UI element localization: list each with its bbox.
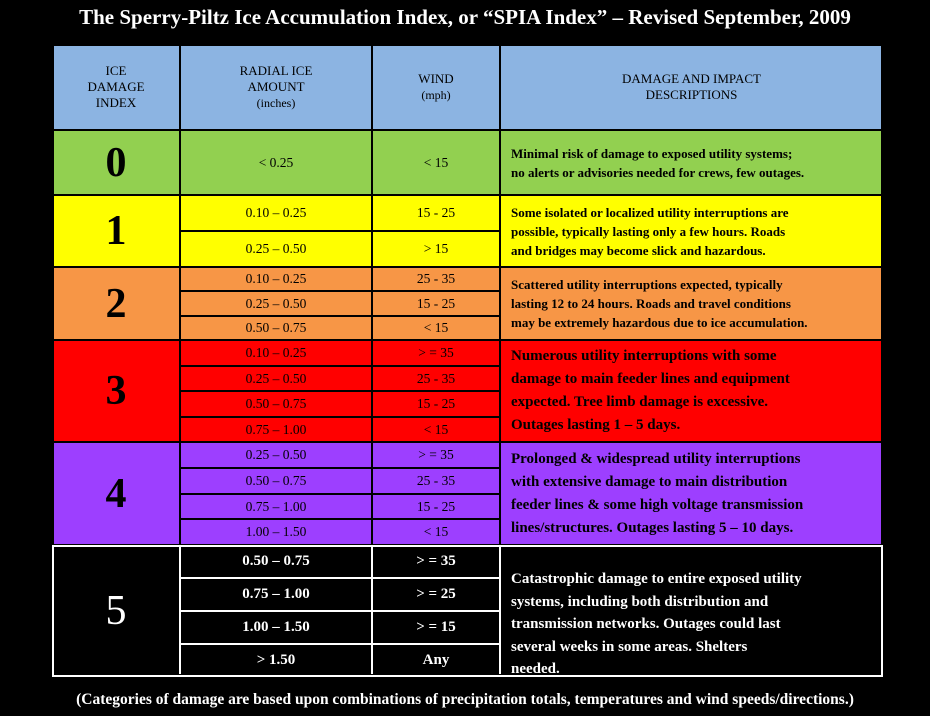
text-line: damage to main feeder lines and equipmen… — [511, 371, 790, 387]
radial-ice-amount-cell: 0.50 – 0.75 — [180, 391, 372, 417]
text-line: systems, including both distribution and — [511, 593, 769, 610]
header-radial-ice-amount: RADIAL ICE AMOUNT (inches) — [180, 44, 372, 130]
text-line: Catastrophic damage to entire exposed ut… — [511, 571, 802, 587]
wind-speed-cell: 25 - 35 — [372, 267, 500, 291]
text-line: (mph) — [421, 88, 451, 102]
radial-ice-amount-cell: 0.50 – 0.75 — [180, 545, 372, 578]
text-line: (inches) — [256, 96, 296, 110]
radial-ice-amount-cell: 1.00 – 1.50 — [180, 611, 372, 644]
text-line: may be extremely hazardous due to ice ac… — [511, 315, 808, 330]
radial-ice-amount-cell: 0.10 – 0.25 — [180, 340, 372, 366]
radial-ice-amount-cell: 0.50 – 0.75 — [180, 316, 372, 340]
damage-description-3: Numerous utility interruptions with some… — [500, 340, 883, 442]
radial-ice-amount-cell: < 0.25 — [180, 130, 372, 195]
text-line: several weeks in some areas. Shelters — [511, 638, 748, 655]
damage-index-1: 1 — [52, 195, 180, 267]
wind-speed-cell: < 15 — [372, 316, 500, 340]
text-line: AMOUNT — [247, 79, 305, 94]
text-line: DESCRIPTIONS — [645, 87, 738, 102]
description-text: Minimal risk of damage to exposed utilit… — [511, 144, 804, 182]
description-text: Catastrophic damage to entire exposed ut… — [511, 568, 802, 677]
text-line: DAMAGE — [87, 79, 145, 94]
text-line: Scattered utility interruptions expected… — [511, 277, 783, 292]
radial-ice-amount-cell: 0.75 – 1.00 — [180, 417, 372, 442]
text-line: Minimal risk of damage to exposed utilit… — [511, 145, 793, 161]
wind-speed-cell: > 15 — [372, 231, 500, 267]
wind-speed-cell: > = 35 — [372, 442, 500, 468]
description-text: Some isolated or localized utility inter… — [511, 203, 789, 260]
damage-index-5: 5 — [52, 545, 180, 677]
header-wind: WIND (mph) — [372, 44, 500, 130]
radial-ice-amount-cell: 0.75 – 1.00 — [180, 578, 372, 611]
radial-ice-amount-cell: 0.50 – 0.75 — [180, 468, 372, 494]
radial-ice-amount-cell: 0.25 – 0.50 — [180, 231, 372, 267]
radial-ice-amount-cell: 0.25 – 0.50 — [180, 442, 372, 468]
text-line: lasting 12 to 24 hours. Roads and travel… — [511, 296, 791, 311]
damage-description-2: Scattered utility interruptions expected… — [500, 267, 883, 340]
text-line: with extensive damage to main distributi… — [511, 473, 788, 490]
description-text: Scattered utility interruptions expected… — [511, 275, 808, 332]
text-line: Numerous utility interruptions with some — [511, 348, 777, 364]
text-line: feeder lines & some high voltage transmi… — [511, 496, 804, 513]
wind-speed-cell: > = 15 — [372, 611, 500, 644]
text-line: Some isolated or localized utility inter… — [511, 204, 789, 220]
header-ice-damage-index: ICE DAMAGE INDEX — [52, 44, 180, 130]
damage-description-5: Catastrophic damage to entire exposed ut… — [500, 545, 883, 677]
text-line: and bridges may become slick and hazardo… — [511, 242, 766, 258]
damage-description-1: Some isolated or localized utility inter… — [500, 195, 883, 267]
damage-description-4: Prolonged & widespread utility interrupt… — [500, 442, 883, 545]
radial-ice-amount-cell: 0.10 – 0.25 — [180, 267, 372, 291]
damage-index-2: 2 — [52, 267, 180, 340]
damage-index-4: 4 — [52, 442, 180, 545]
text-line: WIND — [418, 71, 454, 86]
wind-speed-cell: 25 - 35 — [372, 366, 500, 391]
footer-note: (Categories of damage are based upon com… — [76, 691, 854, 708]
radial-ice-amount-cell: > 1.50 — [180, 644, 372, 677]
description-text: Prolonged & widespread utility interrupt… — [511, 448, 803, 540]
text-line: possible, typically lasting only a few h… — [511, 223, 786, 239]
wind-speed-cell: 15 - 25 — [372, 391, 500, 417]
wind-speed-cell: < 15 — [372, 519, 500, 545]
text-line: lines/structures. Outages lasting 5 – 10… — [511, 519, 794, 536]
wind-speed-cell: 15 - 25 — [372, 291, 500, 316]
text-line: RADIAL ICE — [239, 63, 313, 78]
wind-speed-cell: 25 - 35 — [372, 468, 500, 494]
radial-ice-amount-cell: 0.75 – 1.00 — [180, 494, 372, 519]
text-line: no alerts or advisories needed for crews… — [511, 164, 805, 180]
radial-ice-amount-cell: 0.25 – 0.50 — [180, 366, 372, 391]
text-line: expected. Tree limb damage is excessive. — [511, 394, 769, 410]
page-title: The Sperry-Piltz Ice Accumulation Index,… — [79, 5, 851, 29]
radial-ice-amount-cell: 1.00 – 1.50 — [180, 519, 372, 545]
text-line: INDEX — [95, 95, 137, 110]
damage-description-0: Minimal risk of damage to exposed utilit… — [500, 130, 883, 195]
text-line: Prolonged & widespread utility interrupt… — [511, 450, 801, 467]
damage-index-3: 3 — [52, 340, 180, 442]
wind-speed-cell: > = 35 — [372, 545, 500, 578]
wind-speed-cell: 15 - 25 — [372, 195, 500, 231]
wind-speed-cell: > = 25 — [372, 578, 500, 611]
radial-ice-amount-cell: 0.10 – 0.25 — [180, 195, 372, 231]
wind-speed-cell: 15 - 25 — [372, 494, 500, 519]
wind-speed-cell: > = 35 — [372, 340, 500, 366]
text-line: DAMAGE AND IMPACT — [622, 71, 761, 86]
header-damage-descriptions: DAMAGE AND IMPACT DESCRIPTIONS — [500, 44, 883, 130]
wind-speed-cell: < 15 — [372, 417, 500, 442]
radial-ice-amount-cell: 0.25 – 0.50 — [180, 291, 372, 316]
text-line: Outages lasting 1 – 5 days. — [511, 417, 681, 433]
text-line: needed. — [511, 661, 560, 677]
text-line: transmission networks. Outages could las… — [511, 616, 781, 632]
wind-speed-cell: < 15 — [372, 130, 500, 195]
damage-index-0: 0 — [52, 130, 180, 195]
description-text: Numerous utility interruptions with some… — [511, 345, 790, 437]
text-line: ICE — [105, 63, 127, 78]
wind-speed-cell: Any — [372, 644, 500, 677]
